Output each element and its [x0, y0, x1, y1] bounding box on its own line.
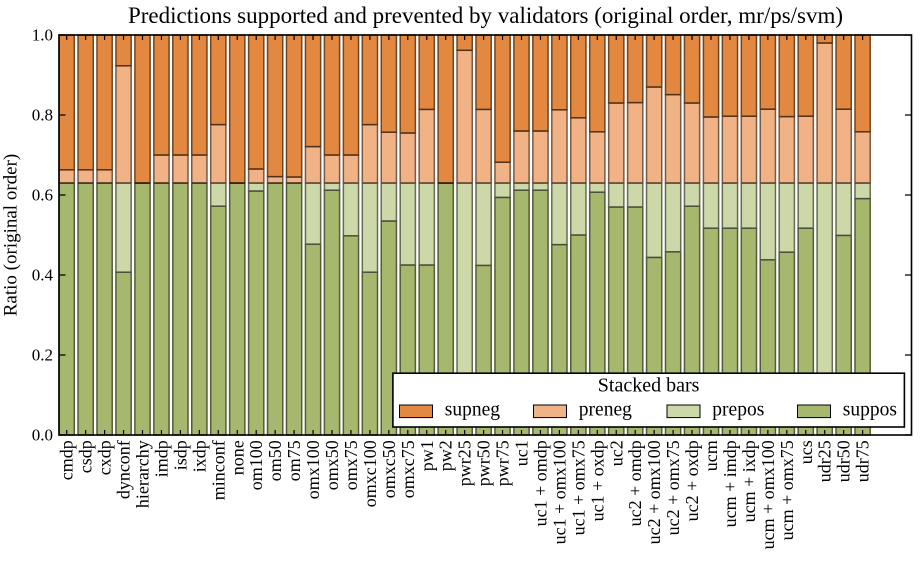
svg-text:minconf: minconf [208, 440, 228, 500]
svg-text:om75: om75 [284, 440, 304, 481]
svg-text:Ratio (original order): Ratio (original order) [1, 154, 22, 317]
svg-text:0.6: 0.6 [32, 186, 53, 205]
svg-text:0.2: 0.2 [32, 346, 53, 365]
svg-text:udr75: udr75 [853, 440, 873, 482]
svg-text:omx75: omx75 [341, 440, 361, 490]
svg-text:udr25: udr25 [815, 440, 835, 482]
svg-text:0.8: 0.8 [32, 106, 53, 125]
svg-text:ucm + omx100: ucm + omx100 [758, 440, 778, 549]
svg-text:cmdp: cmdp [57, 440, 77, 480]
svg-text:1.0: 1.0 [32, 26, 53, 45]
svg-text:imdp: imdp [151, 440, 171, 477]
svg-text:uc2 + omx75: uc2 + omx75 [663, 440, 683, 535]
svg-text:prepos: prepos [712, 400, 764, 421]
svg-text:0.0: 0.0 [32, 426, 53, 445]
svg-text:pw2: pw2 [436, 440, 456, 471]
svg-text:uc2 + omdp: uc2 + omdp [625, 440, 645, 526]
svg-text:pwr25: pwr25 [455, 440, 475, 486]
svg-text:uc1 + oxdp: uc1 + oxdp [587, 440, 607, 521]
svg-text:hierarchy: hierarchy [133, 440, 153, 508]
svg-text:Predictions supported and prev: Predictions supported and prevented by v… [128, 3, 843, 28]
svg-text:ucm: ucm [701, 440, 721, 471]
svg-text:uc1 + omx100: uc1 + omx100 [549, 440, 569, 544]
svg-text:ucm + imdp: ucm + imdp [720, 440, 740, 527]
svg-text:cxdp: cxdp [95, 440, 115, 475]
svg-text:omxc50: omxc50 [379, 440, 399, 498]
svg-text:supneg: supneg [445, 400, 500, 421]
svg-text:uc1 + omdp: uc1 + omdp [530, 440, 550, 526]
svg-text:om100: om100 [246, 440, 266, 490]
svg-text:udr50: udr50 [834, 440, 854, 482]
svg-text:uc1: uc1 [512, 440, 532, 466]
svg-text:uc2 + oxdp: uc2 + oxdp [682, 440, 702, 521]
svg-text:0.4: 0.4 [32, 266, 54, 285]
svg-text:ucm + ixdp: ucm + ixdp [739, 440, 759, 522]
svg-text:suppos: suppos [843, 400, 897, 421]
svg-text:none: none [227, 440, 247, 475]
svg-text:ucm + omx75: ucm + omx75 [777, 440, 797, 540]
svg-text:omxc75: omxc75 [398, 440, 418, 498]
svg-text:pwr50: pwr50 [474, 440, 494, 486]
svg-text:uc2: uc2 [606, 440, 626, 466]
svg-text:omx100: omx100 [303, 440, 323, 499]
svg-text:ixdp: ixdp [189, 440, 209, 472]
svg-text:ucs: ucs [796, 440, 816, 464]
svg-text:om50: om50 [265, 440, 285, 481]
svg-text:pw1: pw1 [417, 440, 437, 471]
svg-text:pwr75: pwr75 [493, 440, 513, 486]
svg-text:dynconf: dynconf [114, 440, 134, 499]
svg-text:uc1 + omx75: uc1 + omx75 [568, 440, 588, 535]
svg-text:Stacked bars: Stacked bars [598, 375, 700, 397]
svg-text:isdp: isdp [170, 440, 190, 470]
svg-text:uc2 + omx100: uc2 + omx100 [644, 440, 664, 544]
svg-text:preneg: preneg [579, 400, 632, 421]
svg-text:csdp: csdp [76, 440, 96, 473]
svg-text:omx50: omx50 [322, 440, 342, 490]
svg-text:omxc100: omxc100 [360, 440, 380, 507]
